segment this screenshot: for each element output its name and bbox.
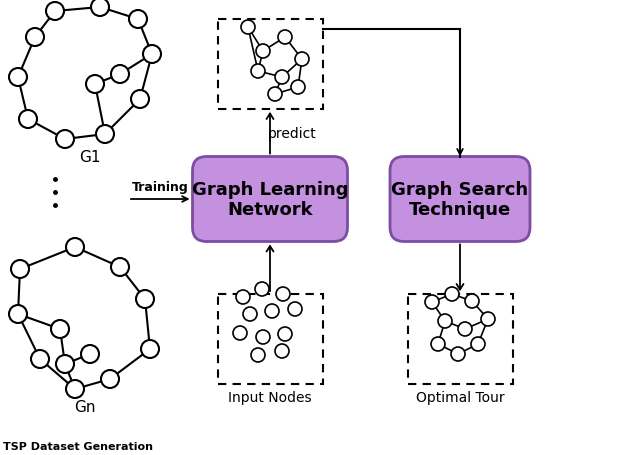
Circle shape	[141, 340, 159, 358]
Circle shape	[111, 66, 129, 84]
Circle shape	[243, 307, 257, 321]
FancyBboxPatch shape	[193, 157, 348, 242]
Text: Gn: Gn	[74, 399, 96, 415]
Circle shape	[268, 88, 282, 102]
Bar	[218, 20, 323, 110]
Circle shape	[51, 320, 69, 338]
Circle shape	[275, 71, 289, 85]
Circle shape	[86, 76, 104, 94]
Circle shape	[11, 260, 29, 278]
Text: Input Nodes: Input Nodes	[228, 390, 312, 404]
Circle shape	[256, 330, 270, 344]
Circle shape	[91, 0, 109, 17]
Circle shape	[251, 65, 265, 79]
Circle shape	[9, 305, 27, 324]
Circle shape	[431, 337, 445, 351]
Circle shape	[425, 295, 439, 309]
Circle shape	[471, 337, 485, 351]
Circle shape	[19, 111, 37, 129]
Circle shape	[278, 327, 292, 341]
Text: TSP Dataset Generation: TSP Dataset Generation	[3, 441, 153, 451]
Circle shape	[278, 31, 292, 45]
Circle shape	[465, 294, 479, 308]
Circle shape	[236, 290, 250, 304]
Circle shape	[129, 11, 147, 29]
FancyBboxPatch shape	[390, 157, 530, 242]
Circle shape	[131, 91, 149, 109]
Text: predict: predict	[268, 126, 316, 141]
Circle shape	[143, 46, 161, 64]
Circle shape	[445, 288, 459, 301]
Circle shape	[458, 322, 472, 336]
Text: Graph Search
Technique: Graph Search Technique	[392, 180, 529, 219]
Circle shape	[56, 131, 74, 149]
Circle shape	[96, 126, 114, 144]
Circle shape	[31, 350, 49, 368]
Circle shape	[276, 288, 290, 301]
Circle shape	[288, 302, 302, 316]
Circle shape	[66, 380, 84, 398]
Circle shape	[291, 81, 305, 95]
Circle shape	[275, 344, 289, 358]
Circle shape	[251, 348, 265, 362]
Text: Training: Training	[132, 181, 188, 194]
Circle shape	[265, 304, 279, 318]
Text: G1: G1	[79, 150, 100, 165]
Circle shape	[438, 314, 452, 328]
Circle shape	[46, 3, 64, 21]
Text: Graph Learning
Network: Graph Learning Network	[192, 180, 348, 219]
Bar	[218, 294, 323, 384]
Bar	[408, 294, 513, 384]
Circle shape	[136, 290, 154, 308]
Circle shape	[81, 345, 99, 363]
Circle shape	[111, 258, 129, 276]
Text: Optimal Tour: Optimal Tour	[416, 390, 504, 404]
Circle shape	[241, 21, 255, 35]
Circle shape	[66, 238, 84, 257]
Circle shape	[481, 312, 495, 326]
Circle shape	[451, 347, 465, 361]
Circle shape	[255, 283, 269, 296]
Circle shape	[101, 370, 119, 388]
Circle shape	[9, 69, 27, 87]
Circle shape	[256, 45, 270, 59]
Circle shape	[56, 355, 74, 373]
Circle shape	[233, 326, 247, 340]
Circle shape	[26, 29, 44, 47]
Circle shape	[295, 53, 309, 67]
